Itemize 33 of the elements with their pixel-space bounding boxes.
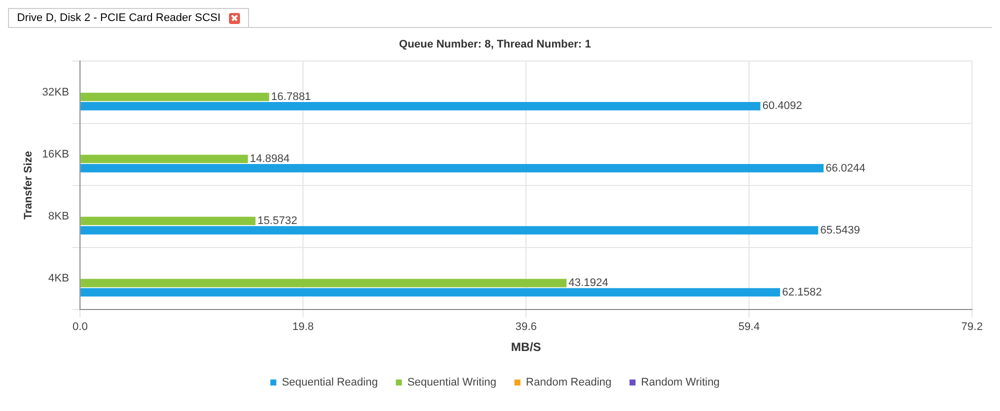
y-tick-label: 32KB — [42, 86, 70, 98]
bar — [80, 154, 248, 164]
data-label: 60.4092 — [762, 100, 802, 112]
bar — [80, 226, 818, 234]
y-tick-label: 16KB — [42, 148, 70, 160]
legend-label: Random Reading — [526, 376, 612, 389]
bar — [80, 164, 824, 172]
x-tick-label: 79.2 — [961, 321, 983, 334]
legend-label: Random Writing — [641, 376, 720, 389]
y-tick-label: 4KB — [48, 272, 70, 284]
data-label: 16.7881 — [271, 90, 311, 103]
x-tick-label: 59.4 — [738, 321, 760, 334]
x-tick-label: 39.6 — [515, 321, 537, 334]
x-tick-label: 0.0 — [72, 321, 88, 334]
data-label: 14.8984 — [250, 152, 290, 165]
data-label: 62.1582 — [782, 286, 822, 298]
bar — [80, 278, 567, 288]
x-tick-label: 19.8 — [292, 321, 314, 334]
chart-title: Queue Number: 8, Thread Number: 1 — [399, 38, 591, 51]
data-label: 15.5732 — [257, 215, 298, 228]
bar — [80, 216, 256, 226]
bar — [80, 288, 780, 297]
y-axis-title: Transfer Size — [22, 151, 35, 220]
y-tick-label: 8KB — [48, 210, 70, 222]
x-axis-title: MB/S — [511, 340, 542, 354]
data-label: 65.5439 — [820, 224, 860, 236]
data-label: 43.1924 — [568, 277, 608, 290]
legend-label: Sequential Reading — [282, 376, 378, 389]
bar — [80, 92, 270, 102]
text: Drive D, Disk 2 - PCIE Card Reader SCSI — [17, 12, 221, 24]
data-label: 66.0244 — [826, 162, 866, 174]
bar — [80, 102, 760, 110]
legend-label: Sequential Writing — [407, 376, 496, 389]
